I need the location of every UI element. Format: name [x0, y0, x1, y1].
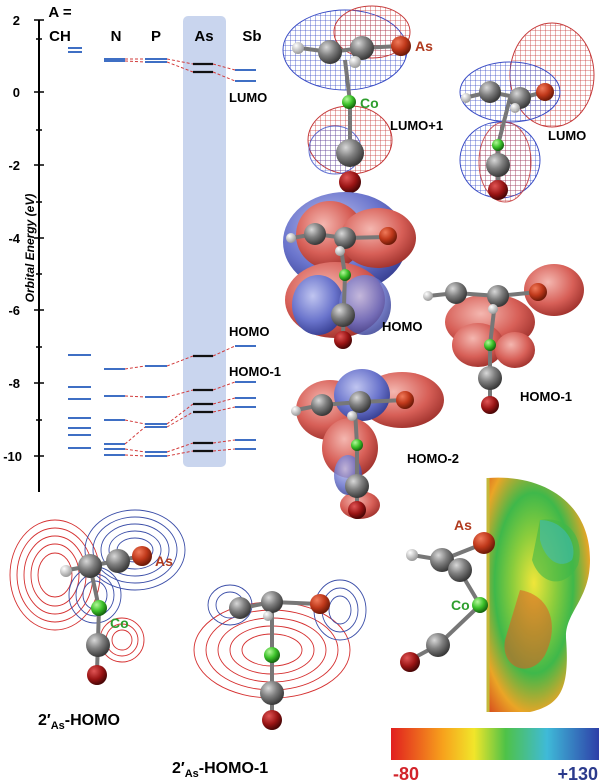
y-axis-label: Orbital Energy (eV) — [23, 194, 37, 303]
col-sb: Sb — [242, 28, 261, 45]
as-column-highlight — [183, 16, 226, 467]
levels-as — [193, 62, 213, 453]
y-tick-neg10: -10 — [3, 449, 22, 464]
energy-level-diagram: 2 0 -2 -4 -6 -8 -10 Orbital Energy (eV) … — [3, 4, 281, 492]
orbital-homo: HOMO — [283, 192, 422, 349]
lumo1-co-label: Co — [360, 95, 379, 111]
levels-p — [145, 58, 167, 457]
contour-homo-1 — [193, 579, 367, 730]
col-as: As — [194, 28, 213, 45]
y-tick-neg8: -8 — [8, 376, 20, 391]
y-tick-neg2: -2 — [8, 158, 20, 173]
y-tick-0: 0 — [13, 85, 20, 100]
contour-homo: As Co — [9, 509, 186, 685]
label-homo-1: HOMO-1 — [229, 364, 281, 379]
levels-sb — [235, 69, 256, 450]
esp-color-scale — [391, 728, 599, 760]
esp-as-label: As — [454, 517, 472, 533]
caption-homo-1: 2′As-HOMO-1 — [172, 760, 268, 780]
orbital-homo-1: HOMO-1 — [423, 264, 584, 414]
col-n: N — [111, 28, 122, 45]
col-a-equals: A = — [48, 4, 71, 21]
y-tick-neg4: -4 — [8, 231, 20, 246]
homo-caption: HOMO — [382, 319, 422, 334]
lumo-caption: LUMO — [548, 128, 586, 143]
lumo1-caption: LUMO+1 — [390, 118, 443, 133]
caption-homo: 2′As-HOMO — [38, 712, 120, 732]
y-tick-neg6: -6 — [8, 303, 20, 318]
contour-homo-as-label: As — [155, 553, 173, 569]
homo1-caption: HOMO-1 — [520, 389, 572, 404]
homo2-caption: HOMO-2 — [407, 451, 459, 466]
col-p: P — [151, 28, 161, 45]
col-ch: CH — [49, 28, 71, 45]
orbital-lumo: LUMO — [459, 22, 595, 203]
contour-homo-co-label: Co — [110, 615, 129, 631]
orbital-homo-2: HOMO-2 — [291, 369, 459, 519]
y-axis-ticks — [34, 19, 44, 457]
label-homo: HOMO — [229, 324, 269, 339]
levels-n — [104, 58, 125, 456]
level-connectors — [124, 58, 236, 457]
lumo1-as-label: As — [415, 38, 433, 54]
esp-co-label: Co — [451, 597, 470, 613]
esp-scale-min: -80 — [393, 764, 419, 783]
label-lumo: LUMO — [229, 90, 267, 105]
esp-surface: As Co — [400, 477, 590, 712]
y-tick-2: 2 — [13, 13, 20, 28]
levels-ch — [68, 47, 91, 449]
esp-scale-max: +130 — [557, 764, 598, 783]
orbital-lumo-plus-1: As Co LUMO+1 — [282, 5, 443, 193]
